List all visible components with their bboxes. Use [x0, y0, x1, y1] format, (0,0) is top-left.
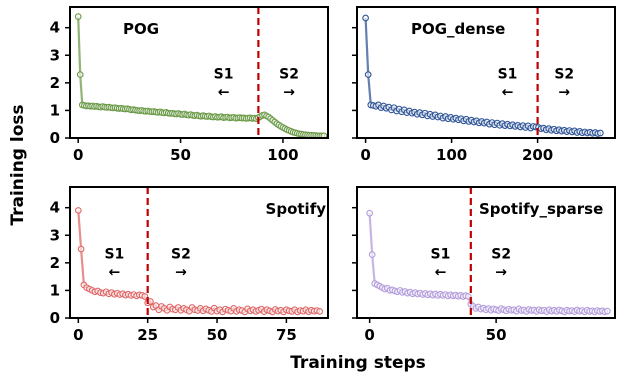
panel-frame: [356, 6, 616, 139]
data-point: [604, 307, 611, 315]
y-axis-label: Training loss: [8, 104, 28, 225]
plot-area: [366, 209, 611, 316]
x-tick-label: 50: [207, 326, 228, 344]
y-tick-label: 2: [50, 74, 60, 92]
stage-label-s1: S1: [104, 246, 124, 262]
x-tick-label: 0: [73, 146, 83, 164]
stage-label-s1: S1: [498, 66, 518, 82]
stage-label-s1: S1: [431, 246, 451, 262]
panel-title: Spotify: [266, 200, 327, 218]
y-tick-label: 0: [50, 309, 60, 327]
x-tick-label: 100: [436, 146, 467, 164]
x-tick-label: 100: [267, 146, 298, 164]
chart-panel-2: S1 ← S2 → POG_dense 0 100 200: [352, 6, 616, 164]
x-tick-label: 200: [522, 146, 553, 164]
stage-arrow-s2: →: [495, 264, 507, 280]
data-point: [320, 132, 328, 138]
stage-arrow-s2: →: [558, 84, 570, 100]
y-tick-label: 1: [50, 101, 60, 119]
x-axis-label: Training steps: [290, 353, 426, 373]
data-point: [364, 71, 372, 78]
y-tick-label: 3: [50, 46, 60, 64]
panel-frame: [69, 186, 329, 319]
data-point: [464, 293, 472, 300]
y-tick-label: 3: [50, 226, 60, 244]
chart-panel-1: S1 ← S2 → POG 0 50 100 0 1 2 3 4: [50, 6, 329, 164]
x-tick-label: 0: [364, 326, 374, 344]
y-tick-label: 4: [50, 19, 60, 37]
chart-panel-3: S1 ← S2 → Spotify 0 25 50 75 0 1 2 3 4: [50, 186, 329, 344]
panel-frame: [356, 186, 616, 319]
panel-title: Spotify_sparse: [479, 200, 603, 218]
data-point: [366, 209, 373, 217]
stage-label-s2: S2: [554, 66, 574, 82]
series-line: [368, 213, 608, 314]
x-tick-label: 25: [137, 326, 158, 344]
data-point: [77, 245, 85, 253]
y-tick-label: 0: [50, 129, 60, 147]
panel-frame: [69, 6, 329, 139]
data-point: [76, 71, 84, 78]
stage-label-s2: S2: [279, 66, 299, 82]
plot-area: [362, 14, 604, 137]
stage-arrow-s2: →: [283, 84, 295, 100]
chart-panel-4: S1 ← S2 → Spotify_sparse 0 50: [352, 186, 616, 344]
stage-arrow-s1: ←: [502, 84, 514, 100]
panel-title: POG: [123, 20, 159, 38]
plot-area: [74, 207, 324, 316]
stage-arrow-s2: →: [175, 264, 187, 280]
data-point: [316, 308, 324, 315]
data-point: [141, 293, 149, 300]
x-tick-label: 0: [360, 146, 370, 164]
data-point: [597, 129, 604, 137]
x-tick-label: 50: [170, 146, 191, 164]
plot-area: [74, 13, 328, 138]
y-tick-label: 1: [50, 281, 60, 299]
y-tick-label: 4: [50, 199, 60, 217]
stage-label-s2: S2: [171, 246, 191, 262]
y-tick-label: 2: [50, 254, 60, 272]
stage-label-s2: S2: [491, 246, 511, 262]
x-tick-label: 75: [276, 326, 297, 344]
panel-title: POG_dense: [411, 20, 505, 38]
x-tick-label: 0: [73, 326, 83, 344]
data-point: [362, 14, 369, 22]
data-point: [368, 251, 376, 258]
stage-arrow-s1: ←: [435, 264, 447, 280]
stage-label-s1: S1: [214, 66, 234, 82]
stage-arrow-s1: ←: [109, 264, 121, 280]
x-tick-label: 50: [486, 326, 507, 344]
stage-arrow-s1: ←: [218, 84, 230, 100]
data-point: [74, 207, 82, 214]
data-point: [74, 13, 82, 21]
